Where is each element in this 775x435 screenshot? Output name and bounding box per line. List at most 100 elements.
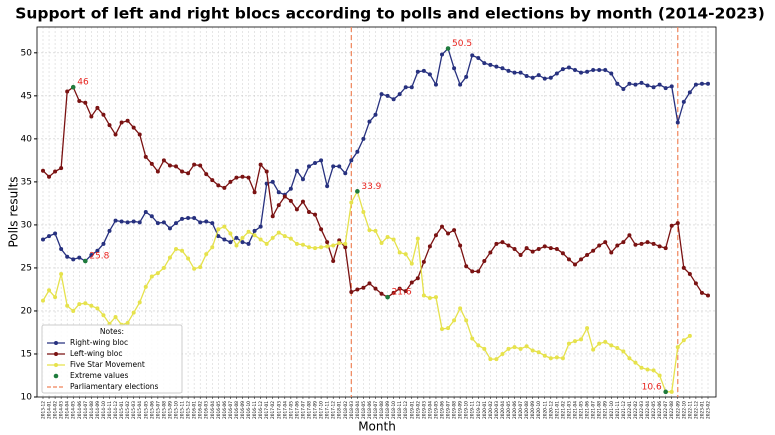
- legend-marker: [54, 363, 58, 367]
- data-point: [53, 169, 58, 174]
- data-point: [512, 70, 517, 75]
- data-point: [415, 236, 420, 241]
- data-point: [307, 245, 311, 250]
- data-point: [603, 339, 608, 344]
- data-point: [343, 171, 348, 176]
- x-tick-label: 2018-05: [361, 401, 367, 419]
- data-point: [657, 373, 662, 378]
- x-tick-label: 2018-06: [367, 401, 373, 419]
- data-point: [500, 240, 505, 245]
- data-point: [174, 221, 178, 226]
- data-point: [585, 253, 590, 258]
- x-tick-label: 2022-06: [657, 401, 663, 419]
- extreme-label: 25.8: [89, 252, 109, 262]
- x-tick-label: 2020-12: [548, 401, 554, 419]
- data-point: [113, 132, 118, 137]
- data-point: [687, 90, 692, 95]
- data-point: [391, 290, 396, 295]
- data-point: [361, 136, 366, 141]
- data-point: [379, 240, 384, 245]
- x-tick-label: 2016-05: [216, 401, 222, 419]
- x-tick-label: 2016-04: [210, 401, 216, 419]
- data-point: [476, 269, 481, 274]
- data-point: [282, 194, 287, 199]
- data-point: [433, 233, 438, 238]
- data-point: [125, 118, 130, 123]
- data-point: [319, 245, 324, 250]
- data-point: [681, 338, 686, 343]
- data-point: [258, 237, 263, 242]
- data-point: [639, 241, 644, 246]
- data-point: [300, 242, 305, 247]
- data-point: [621, 349, 626, 354]
- data-point: [101, 241, 106, 246]
- data-point: [591, 68, 596, 73]
- x-tick-label: 2018-03: [349, 401, 355, 419]
- x-tick-label: 2022-10: [681, 401, 687, 419]
- data-point: [645, 367, 650, 372]
- data-point: [349, 158, 354, 163]
- data-point: [482, 346, 487, 351]
- legend: Notes: Right-wing bloc Left-wing bloc Five …: [41, 324, 183, 394]
- data-point: [440, 52, 444, 57]
- x-tick-label: 2022-12: [693, 401, 699, 419]
- x-tick-label: 2022-05: [651, 401, 657, 419]
- data-point: [337, 240, 342, 245]
- data-point: [675, 221, 680, 226]
- data-point: [452, 66, 457, 71]
- x-tick-label: 2021-08: [597, 401, 603, 419]
- data-point: [476, 55, 481, 60]
- data-point: [657, 82, 662, 87]
- data-point: [282, 234, 287, 239]
- data-point: [264, 241, 269, 246]
- data-point: [675, 345, 680, 350]
- data-point: [240, 235, 245, 240]
- data-point: [458, 82, 463, 87]
- data-point: [560, 356, 565, 361]
- data-point: [180, 216, 185, 221]
- y-tick-label: 35: [21, 177, 32, 187]
- data-point: [180, 248, 185, 253]
- x-tick-label: 2014-04: [65, 401, 71, 419]
- x-tick-label: 2015-06: [149, 401, 155, 419]
- data-point: [174, 247, 178, 251]
- data-point: [663, 246, 668, 251]
- x-tick-label: 2015-04: [137, 401, 143, 419]
- x-tick-label: 2015-03: [131, 401, 137, 419]
- extreme-point: [355, 189, 360, 194]
- x-tick-label: 2018-11: [397, 401, 403, 419]
- data-point: [192, 216, 197, 221]
- x-tick-label: 2017-04: [282, 401, 288, 419]
- data-point: [288, 186, 293, 191]
- data-point: [319, 227, 324, 232]
- data-point: [143, 210, 148, 214]
- data-point: [597, 341, 602, 346]
- data-point: [409, 85, 414, 90]
- data-point: [186, 171, 191, 176]
- data-point: [591, 248, 596, 253]
- data-point: [198, 163, 203, 168]
- data-point: [385, 234, 390, 239]
- data-point: [470, 336, 475, 341]
- x-tick-label: 2016-08: [234, 401, 240, 419]
- data-point: [167, 163, 172, 168]
- data-point: [566, 257, 571, 262]
- x-tick-label: 2022-07: [663, 401, 669, 419]
- data-point: [415, 69, 420, 74]
- data-point: [234, 243, 239, 248]
- data-point: [530, 75, 535, 80]
- data-point: [639, 80, 644, 85]
- y-axis-label: Polls results: [7, 176, 21, 247]
- x-tick-label: 2019-01: [409, 401, 415, 419]
- data-point: [41, 237, 45, 242]
- data-point: [155, 169, 160, 174]
- data-point: [192, 162, 197, 167]
- data-point: [373, 286, 378, 291]
- x-tick-label: 2019-08: [452, 401, 458, 419]
- x-tick-label: 2014-10: [101, 401, 107, 419]
- data-point: [355, 149, 360, 154]
- x-tick-label: 2018-02: [343, 401, 349, 419]
- data-point: [270, 179, 275, 184]
- data-point: [186, 256, 191, 261]
